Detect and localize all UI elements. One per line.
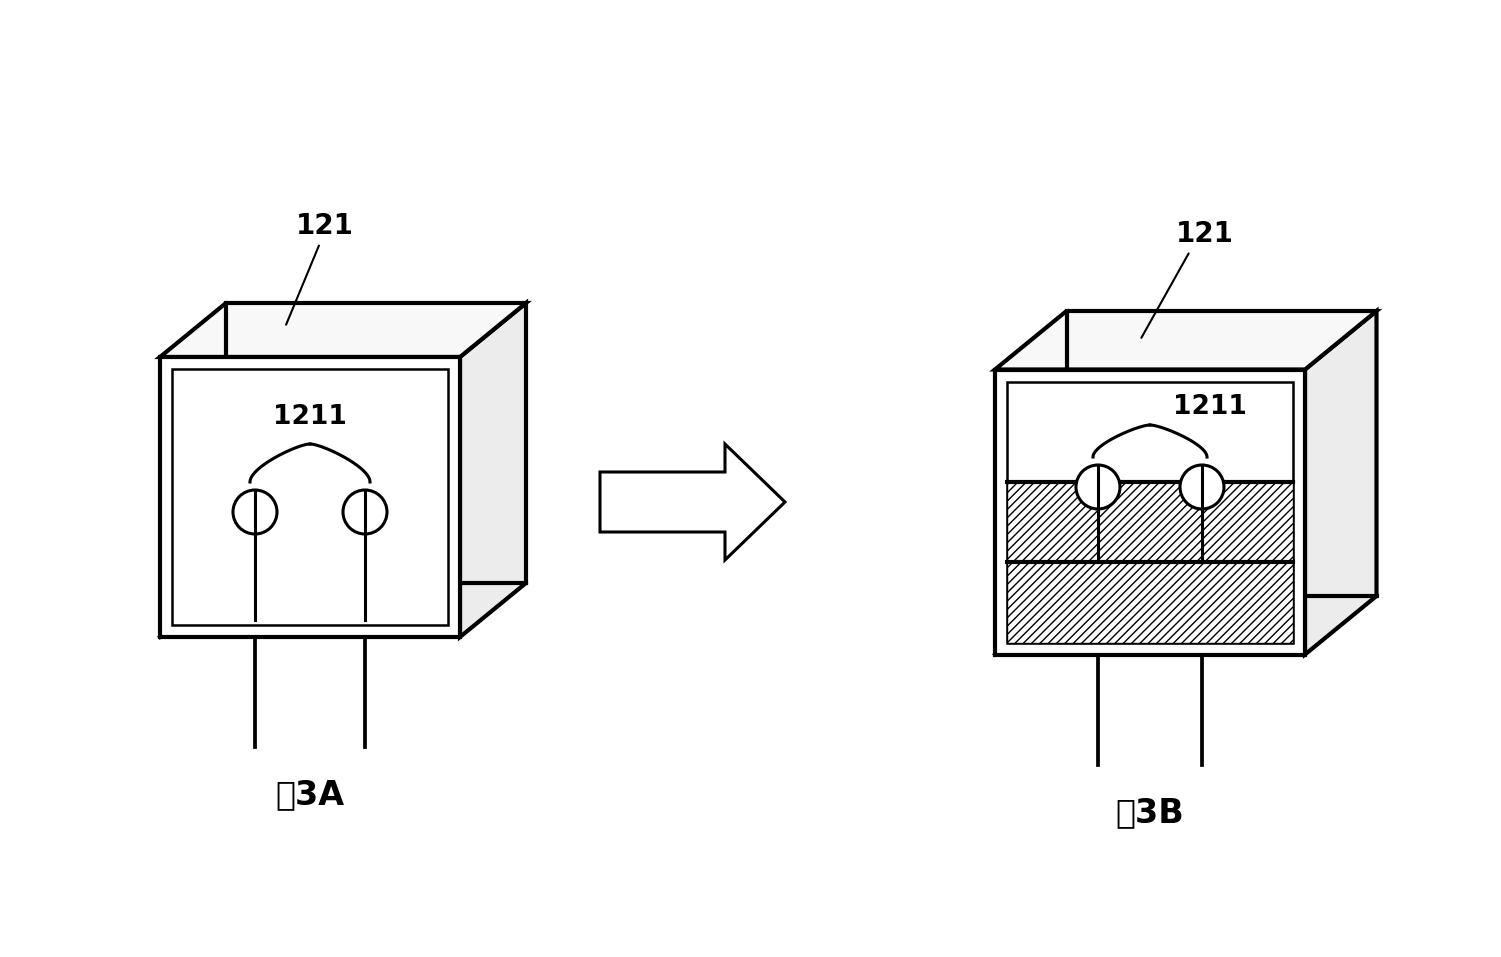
Text: 图3B: 图3B bbox=[1115, 796, 1184, 829]
Circle shape bbox=[344, 490, 387, 534]
Text: 121: 121 bbox=[296, 212, 354, 240]
Polygon shape bbox=[995, 311, 1376, 369]
Text: 1211: 1211 bbox=[1174, 394, 1247, 420]
Circle shape bbox=[233, 490, 278, 534]
Polygon shape bbox=[1007, 562, 1292, 642]
Polygon shape bbox=[600, 444, 785, 560]
Polygon shape bbox=[995, 369, 1304, 655]
Text: 图3A: 图3A bbox=[276, 778, 345, 812]
Circle shape bbox=[1180, 465, 1223, 509]
Polygon shape bbox=[161, 303, 525, 357]
Polygon shape bbox=[459, 303, 525, 637]
Text: 1211: 1211 bbox=[273, 404, 347, 430]
Text: 121: 121 bbox=[1177, 220, 1234, 248]
Circle shape bbox=[1076, 465, 1120, 509]
Polygon shape bbox=[1304, 311, 1376, 655]
Polygon shape bbox=[161, 357, 459, 637]
Polygon shape bbox=[1007, 482, 1292, 562]
